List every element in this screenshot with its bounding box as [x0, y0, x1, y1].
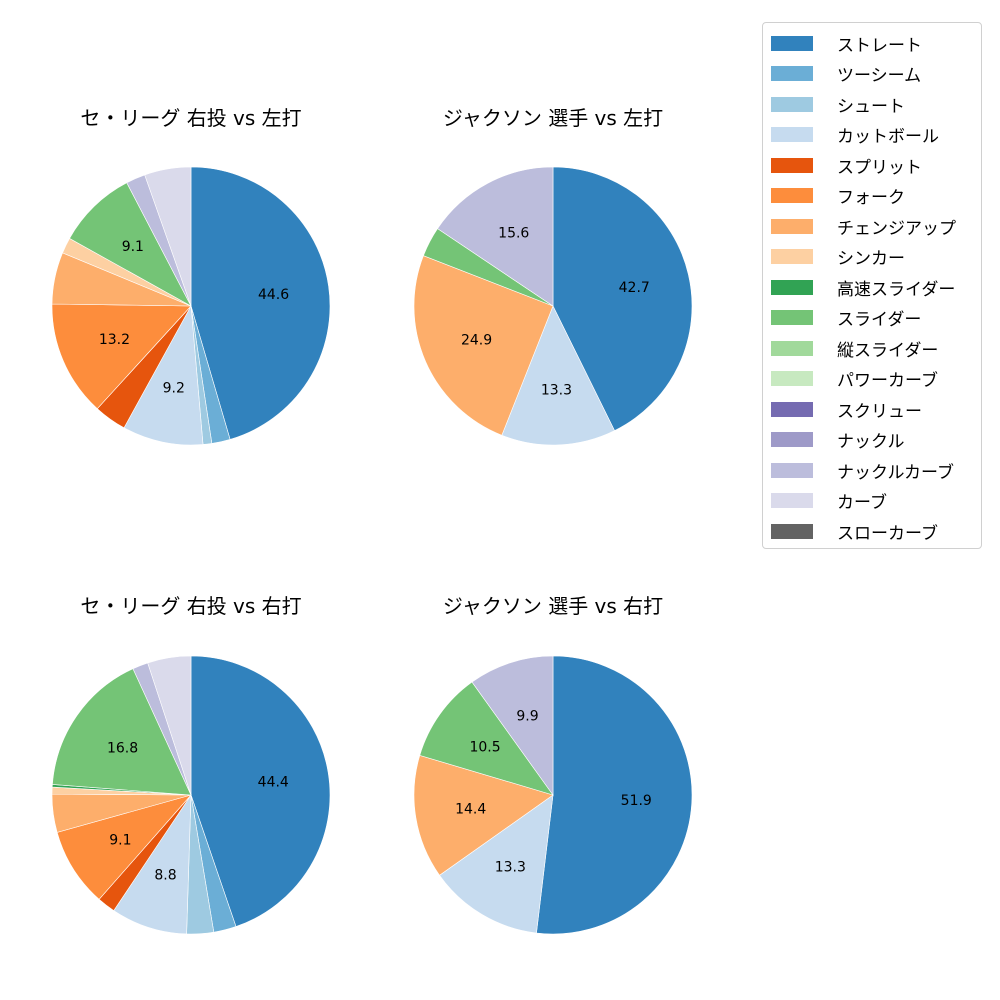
- legend-item: チェンジアップ: [771, 214, 956, 239]
- slice-value-label: 44.4: [258, 774, 289, 790]
- legend-swatch: [771, 431, 813, 447]
- legend-swatch: [771, 187, 813, 203]
- pie-slice: [471, 655, 554, 796]
- slice-value-label: 44.6: [258, 287, 289, 303]
- chart-title: ジャクソン 選手 vs 左打: [442, 106, 664, 130]
- legend-swatch: [771, 65, 813, 81]
- slice-value-label: 9.1: [109, 832, 131, 848]
- pie-slice: [52, 668, 192, 796]
- legend-item: ストレート: [771, 31, 922, 56]
- slice-value-label: 14.4: [455, 802, 486, 818]
- legend-swatch: [771, 279, 813, 295]
- slice-value-label: 13.3: [495, 860, 526, 876]
- slice-value-label: 24.9: [461, 332, 492, 348]
- legend-swatch: [771, 157, 813, 173]
- pie-slice: [147, 655, 192, 796]
- legend-swatch: [771, 218, 813, 234]
- legend-item: スプリット: [771, 153, 922, 178]
- legend-swatch: [771, 523, 813, 539]
- legend: ストレート ツーシーム シュート カットボール スプリット フォーク チェンジア…: [762, 22, 982, 549]
- legend-item: 高速スライダー: [771, 275, 955, 300]
- chart-title: ジャクソン 選手 vs 右打: [442, 594, 664, 618]
- legend-swatch: [771, 126, 813, 142]
- legend-swatch: [771, 492, 813, 508]
- pie-slice: [552, 166, 693, 432]
- legend-swatch: [771, 96, 813, 112]
- pie-slice: [419, 681, 554, 796]
- pie-slice: [413, 755, 554, 876]
- pie-slice: [190, 655, 331, 927]
- legend-item: スクリュー: [771, 397, 922, 422]
- legend-item: カットボール: [771, 122, 939, 147]
- slice-value-label: 51.9: [621, 793, 652, 809]
- chart-title: セ・リーグ 右投 vs 右打: [80, 594, 302, 618]
- pie-slice: [56, 794, 192, 900]
- legend-item: シュート: [771, 92, 905, 117]
- legend-item: スローカーブ: [771, 519, 938, 544]
- legend-item: 縦スライダー: [771, 336, 938, 361]
- slice-value-label: 8.8: [154, 867, 176, 883]
- legend-swatch: [771, 35, 813, 51]
- slice-value-label: 15.6: [498, 225, 529, 241]
- legend-item: ツーシーム: [771, 61, 921, 86]
- legend-swatch: [771, 340, 813, 356]
- pie-slice: [144, 166, 192, 307]
- pie-slice: [69, 182, 192, 307]
- slice-value-label: 10.5: [469, 740, 500, 756]
- legend-swatch: [771, 309, 813, 325]
- slice-value-label: 13.2: [99, 332, 130, 348]
- pie-slice: [437, 166, 554, 307]
- legend-item: ナックルカーブ: [771, 458, 954, 483]
- legend-item: シンカー: [771, 244, 905, 269]
- legend-item: フォーク: [771, 183, 905, 208]
- legend-item: ナックル: [771, 427, 905, 452]
- pie-chart: 42.7 13.3 24.9 15.6: [413, 166, 693, 446]
- legend-swatch: [771, 462, 813, 478]
- slice-value-label: 16.8: [107, 740, 138, 756]
- legend-item: カーブ: [771, 488, 887, 513]
- legend-item: スライダー: [771, 305, 921, 330]
- pie-slice: [439, 794, 554, 934]
- chart-title: セ・リーグ 右投 vs 左打: [80, 106, 302, 130]
- pie-chart: 44.6 9.2 13.2 9.1: [51, 166, 331, 446]
- pie-slice: [123, 304, 204, 446]
- pie-chart: 51.9 13.3 14.4 10.5 9.9: [413, 655, 693, 935]
- slice-value-label: 9.1: [122, 239, 144, 255]
- legend-swatch: [771, 370, 813, 386]
- legend-swatch: [771, 248, 813, 264]
- legend-item: パワーカーブ: [771, 366, 938, 391]
- pie-chart: 44.4 8.8 9.1 16.8: [51, 655, 331, 935]
- pie-slice: [536, 655, 693, 935]
- pie-slice: [413, 255, 554, 436]
- pie-slice: [501, 305, 615, 446]
- pie-slice: [51, 303, 192, 410]
- legend-swatch: [771, 401, 813, 417]
- slice-value-label: 13.3: [541, 382, 572, 398]
- slice-value-label: 9.2: [163, 381, 185, 397]
- slice-value-label: 42.7: [619, 280, 650, 296]
- slice-value-label: 9.9: [516, 709, 538, 725]
- pie-slice: [190, 166, 331, 440]
